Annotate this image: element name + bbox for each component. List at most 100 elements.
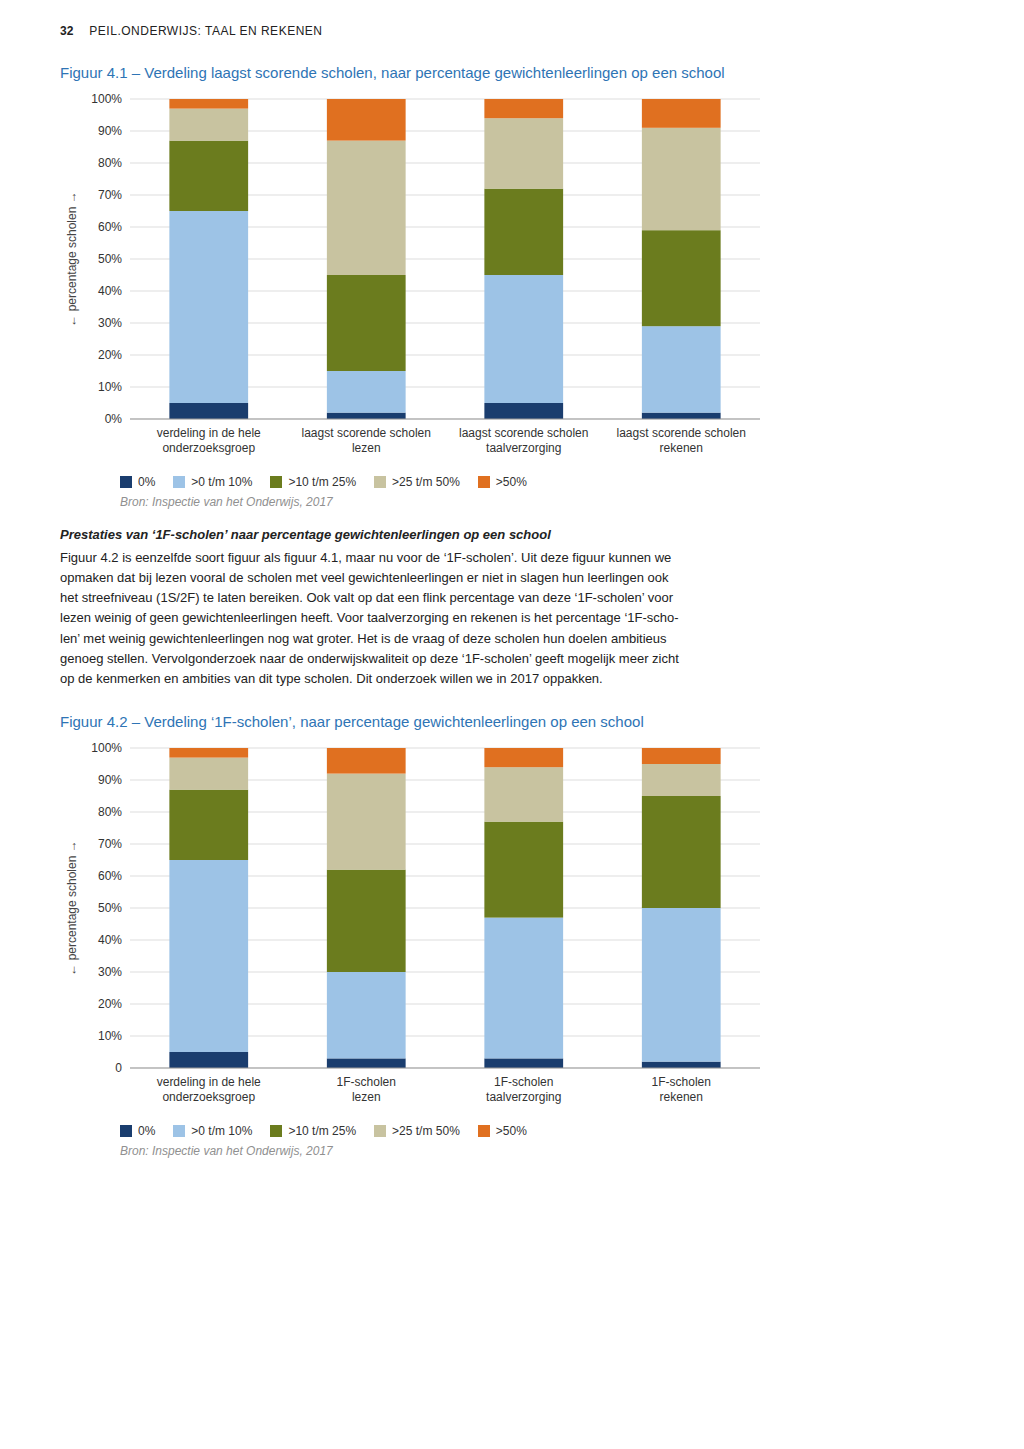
x-tick-line: lezen (352, 1090, 381, 1104)
y-tick-label: 60% (98, 220, 122, 234)
plot: 010%20%30%40%50%60%70%80%90%100%verdelin… (60, 736, 780, 1116)
bar-segment (169, 748, 248, 758)
bar-segment (327, 1058, 406, 1068)
bars (169, 748, 720, 1068)
bar-segment (484, 403, 563, 419)
legend-swatch (173, 476, 185, 488)
legend-label: 0% (138, 475, 155, 489)
bar-segment (484, 767, 563, 821)
source-note: Bron: Inspectie van het Onderwijs, 2017 (120, 1144, 964, 1158)
chart-title: Figuur 4.1 – Verdeling laagst scorende s… (60, 64, 820, 81)
y-tick-label: 90% (98, 124, 122, 138)
y-tick-label: 20% (98, 997, 122, 1011)
legend-item: >0 t/m 10% (173, 1124, 252, 1138)
legend-item: >50% (478, 1124, 527, 1138)
legend-item: >0 t/m 10% (173, 475, 252, 489)
plot: 0%10%20%30%40%50%60%70%80%90%100%verdeli… (60, 87, 780, 467)
legend-label: >25 t/m 50% (392, 1124, 460, 1138)
x-tick-label: 1F-scholentaalverzorging (486, 1075, 561, 1104)
bar-segment (642, 908, 721, 1062)
y-tick-label: 20% (98, 348, 122, 362)
x-tick-line: rekenen (660, 1090, 703, 1104)
bar-segment (327, 870, 406, 972)
y-tick-label: 90% (98, 773, 122, 787)
bar-segment (642, 764, 721, 796)
bar-segment (169, 860, 248, 1052)
legend-label: >50% (496, 475, 527, 489)
body-title: Prestaties van ‘1F-scholen’ naar percent… (60, 527, 964, 542)
x-tick-label: 1F-scholenrekenen (652, 1075, 711, 1104)
x-tick-label: verdeling in de heleonderzoeksgroep (157, 426, 261, 455)
y-tick-label: 30% (98, 316, 122, 330)
bar-segment (327, 99, 406, 141)
x-tick-line: 1F-scholen (652, 1075, 711, 1089)
bars (169, 99, 720, 419)
x-axis-line (130, 419, 760, 420)
y-tick-label: 30% (98, 965, 122, 979)
y-tick-label: 70% (98, 837, 122, 851)
bar-segment (484, 748, 563, 767)
bar-segment (642, 796, 721, 908)
y-tick-label: 10% (98, 380, 122, 394)
bar-segment (327, 972, 406, 1058)
y-tick-label: 40% (98, 284, 122, 298)
y-tick-label: 50% (98, 901, 122, 915)
legend-swatch (270, 476, 282, 488)
bar-segment (169, 790, 248, 860)
bar-segment (327, 371, 406, 413)
bar-segment (484, 918, 563, 1059)
legend-swatch (374, 476, 386, 488)
bar-segment (327, 141, 406, 275)
y-tick-label: 100% (91, 741, 122, 755)
bar-segment (169, 99, 248, 109)
legend-swatch (120, 1125, 132, 1137)
legend-item: 0% (120, 1124, 155, 1138)
page-subheader: PEIL.ONDERWIJS: TAAL EN REKENEN (89, 24, 322, 38)
bar-segment (484, 275, 563, 403)
y-axis-label: ← percentage scholen → (65, 840, 79, 975)
legend-item: >50% (478, 475, 527, 489)
bar-segment (642, 99, 721, 128)
source-note: Bron: Inspectie van het Onderwijs, 2017 (120, 495, 964, 509)
bar-segment (642, 128, 721, 230)
bar-segment (327, 774, 406, 870)
legend-swatch (478, 1125, 490, 1137)
bar-segment (327, 413, 406, 419)
bar-segment (169, 211, 248, 403)
bar-segment (484, 822, 563, 918)
x-tick-label: laagst scorende scholenlezen (302, 426, 431, 455)
bar-segment (484, 99, 563, 118)
bar-segment (169, 403, 248, 419)
bar-segment (327, 748, 406, 774)
page: 32PEIL.ONDERWIJS: TAAL EN REKENENFiguur … (0, 0, 1024, 1196)
bar-segment (642, 1062, 721, 1068)
legend-label: >50% (496, 1124, 527, 1138)
legend-swatch (478, 476, 490, 488)
bar-segment (484, 118, 563, 188)
grid-line (130, 1067, 760, 1068)
y-tick-label: 80% (98, 805, 122, 819)
bar-segment (327, 275, 406, 371)
y-tick-label: 50% (98, 252, 122, 266)
y-tick-label: 70% (98, 188, 122, 202)
y-tick-label: 0% (105, 412, 123, 426)
x-tick-line: laagst scorende scholen (459, 426, 588, 440)
legend-swatch (173, 1125, 185, 1137)
legend-label: 0% (138, 1124, 155, 1138)
x-tick-line: taalverzorging (486, 1090, 561, 1104)
legend-item: >25 t/m 50% (374, 1124, 460, 1138)
legend-swatch (374, 1125, 386, 1137)
x-tick-line: 1F-scholen (337, 1075, 396, 1089)
x-tick-line: 1F-scholen (494, 1075, 553, 1089)
legend-item: >10 t/m 25% (270, 1124, 356, 1138)
legend-label: >10 t/m 25% (288, 1124, 356, 1138)
bar-segment (642, 748, 721, 764)
x-tick-line: onderzoeksgroep (162, 441, 255, 455)
y-tick-label: 60% (98, 869, 122, 883)
x-tick-line: onderzoeksgroep (162, 1090, 255, 1104)
legend-label: >25 t/m 50% (392, 475, 460, 489)
bar-segment (169, 758, 248, 790)
bar-segment (642, 326, 721, 412)
x-tick-line: verdeling in de hele (157, 1075, 261, 1089)
legend-item: 0% (120, 475, 155, 489)
